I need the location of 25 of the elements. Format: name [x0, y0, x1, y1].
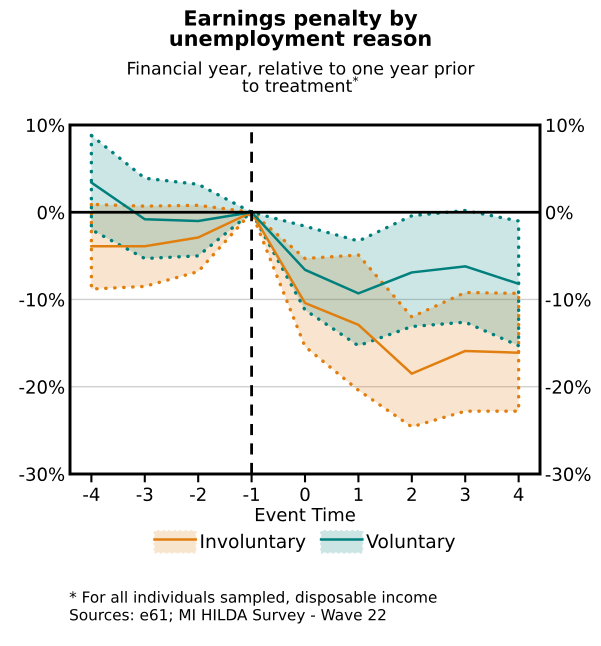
- x-axis-title: Event Time: [256, 507, 355, 522]
- legend-label: Voluntary: [366, 534, 455, 552]
- y2-tick-label: -20%: [546, 380, 591, 394]
- y-tick-label: -10%: [19, 292, 64, 307]
- x-tick-label: -4: [83, 488, 100, 501]
- y2-tick-label: 0%: [546, 206, 573, 220]
- y-tick-label: 0%: [38, 206, 64, 220]
- chart-title: Earnings penalty by unemployment reason: [170, 10, 431, 50]
- y-tick-label: 10%: [27, 118, 64, 132]
- x-tick-label: 0: [300, 487, 310, 502]
- y2-tick-label: -10%: [546, 292, 591, 307]
- y2-tick-label: 10%: [546, 118, 584, 132]
- y-tick-label: -30%: [19, 467, 64, 482]
- y2-tick-label: -30%: [546, 467, 591, 482]
- x-tick-label: -2: [190, 487, 206, 501]
- x-tick-label: 4: [514, 488, 524, 501]
- x-tick-label: 2: [407, 487, 416, 501]
- text: * For all individuals sampled, disposable income Sources: e61; MI HILDA Survey - Wave 22: [70, 591, 437, 624]
- y-tick-label: -20%: [19, 380, 64, 394]
- x-tick-label: -1: [243, 488, 259, 501]
- x-tick-label: 1: [354, 488, 362, 501]
- x-tick-label: 3: [460, 487, 470, 502]
- legend-label: Involuntary: [201, 534, 306, 552]
- chart-subtitle: Financial year, relative to one year prior to treatment$^{*}$: [128, 61, 475, 92]
- x-tick-label: -3: [136, 487, 152, 502]
